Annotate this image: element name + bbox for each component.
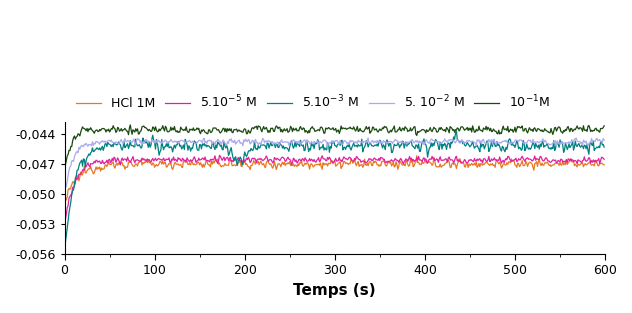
5.10$^{-3}$ M	[600, 145, 608, 149]
5.10$^{-5}$ M	[600, 157, 608, 161]
10$^{-1}$M	[380, 127, 387, 131]
5.10$^{-3}$ M	[453, 129, 460, 133]
HCl 1M	[200, 162, 207, 166]
HCl 1M	[468, 162, 475, 165]
5. 10$^{-2}$ M	[468, 139, 475, 143]
10$^{-1}$M	[306, 131, 313, 135]
X-axis label: Temps (s): Temps (s)	[293, 283, 376, 298]
5.10$^{-3}$ M	[305, 150, 312, 154]
5. 10$^{-2}$ M	[422, 138, 430, 142]
5. 10$^{-2}$ M	[61, 192, 68, 196]
Line: 5. 10$^{-2}$ M: 5. 10$^{-2}$ M	[64, 138, 604, 194]
5.10$^{-5}$ M	[200, 156, 207, 160]
10$^{-1}$M	[422, 131, 430, 135]
Line: 10$^{-1}$M: 10$^{-1}$M	[64, 125, 604, 172]
HCl 1M	[422, 160, 430, 164]
10$^{-1}$M	[126, 123, 134, 127]
HCl 1M	[61, 202, 68, 206]
10$^{-1}$M	[468, 130, 475, 134]
5.10$^{-3}$ M	[200, 143, 207, 147]
Legend: HCl 1M, 5.10$^{-5}$ M, 5.10$^{-3}$ M, 5. 10$^{-2}$ M, 10$^{-1}$M: HCl 1M, 5.10$^{-5}$ M, 5.10$^{-3}$ M, 5.…	[71, 88, 555, 115]
5.10$^{-5}$ M	[468, 158, 475, 162]
Line: 5.10$^{-5}$ M: 5.10$^{-5}$ M	[64, 155, 604, 223]
5. 10$^{-2}$ M	[200, 137, 207, 141]
5.10$^{-5}$ M	[61, 221, 68, 225]
10$^{-1}$M	[200, 129, 208, 132]
10$^{-1}$M	[157, 127, 165, 131]
5. 10$^{-2}$ M	[156, 141, 164, 145]
HCl 1M	[156, 159, 164, 163]
HCl 1M	[600, 163, 608, 167]
Line: HCl 1M: HCl 1M	[64, 156, 604, 204]
HCl 1M	[379, 160, 386, 163]
5.10$^{-3}$ M	[421, 142, 428, 146]
5.10$^{-5}$ M	[216, 153, 223, 157]
5.10$^{-3}$ M	[379, 146, 386, 150]
5.10$^{-5}$ M	[380, 158, 387, 162]
5.10$^{-5}$ M	[156, 157, 164, 161]
10$^{-1}$M	[600, 124, 608, 128]
5.10$^{-5}$ M	[422, 157, 430, 161]
5. 10$^{-2}$ M	[380, 139, 387, 142]
10$^{-1}$M	[61, 170, 68, 174]
Line: 5.10$^{-3}$ M: 5.10$^{-3}$ M	[64, 131, 604, 253]
5.10$^{-3}$ M	[156, 150, 164, 154]
HCl 1M	[305, 163, 312, 167]
5.10$^{-3}$ M	[468, 142, 475, 146]
5. 10$^{-2}$ M	[364, 136, 372, 140]
5.10$^{-5}$ M	[306, 157, 313, 161]
5.10$^{-3}$ M	[61, 251, 68, 255]
5. 10$^{-2}$ M	[600, 138, 608, 142]
HCl 1M	[413, 154, 420, 158]
5. 10$^{-2}$ M	[305, 139, 312, 143]
